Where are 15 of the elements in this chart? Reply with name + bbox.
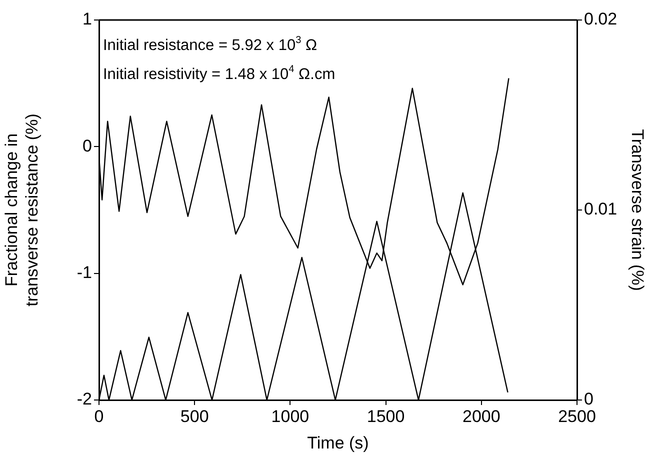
y-tick-label: 1 xyxy=(82,10,92,29)
x-tick-label: 2000 xyxy=(462,406,500,426)
x-tick-label: 500 xyxy=(180,406,209,426)
x-tick-label: 1000 xyxy=(271,406,310,426)
x-tick-label: 2500 xyxy=(558,406,596,426)
y2-axis-title: Transverse strain (%) xyxy=(628,129,648,291)
y-axis-title: Fractional change in transverse resistance (%) xyxy=(2,114,42,306)
x-tick-label: 1500 xyxy=(366,406,405,426)
y2-tick-label: 0 xyxy=(584,390,594,409)
x-axis-title: Time (s) xyxy=(307,433,369,452)
y2-tick-label: 0.02 xyxy=(584,10,618,29)
y-tick-label: -1 xyxy=(76,263,92,282)
y-tick-label: -2 xyxy=(76,390,92,409)
y-tick-label: 0 xyxy=(82,136,92,156)
y2-tick-label: 0.01 xyxy=(584,200,618,219)
